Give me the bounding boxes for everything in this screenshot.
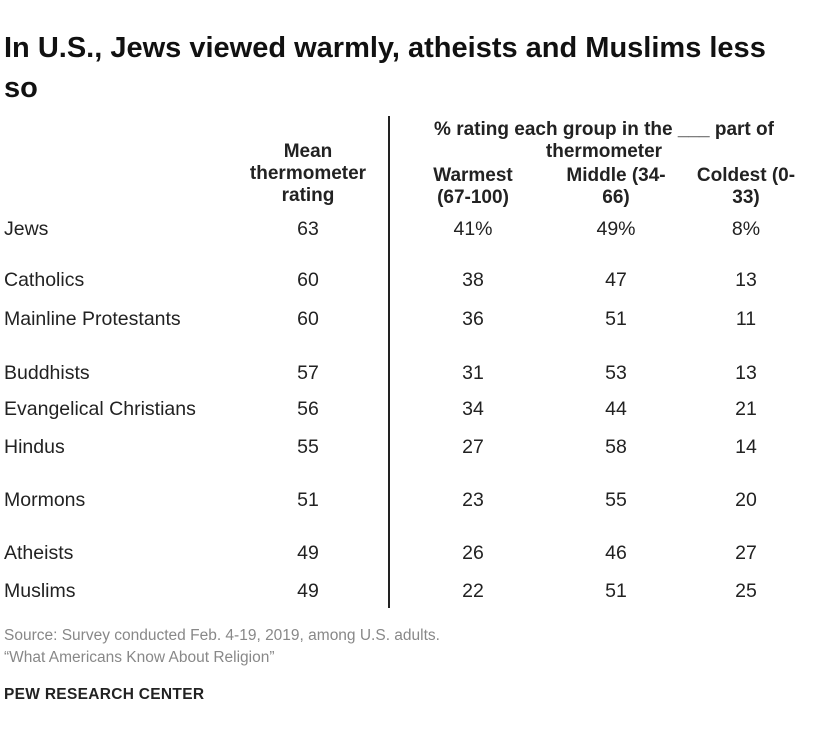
cell-middle: 51: [605, 308, 627, 330]
cell-mean: 49: [297, 580, 319, 602]
header-group: % rating each group in the ___ part of t…: [434, 119, 774, 162]
cell-coldest: 14: [735, 436, 757, 458]
brand-logo-text: PEW RESEARCH CENTER: [4, 686, 205, 703]
cell-warmest: 34: [462, 398, 484, 420]
header-warmest: Warmest (67-100): [433, 165, 513, 208]
column-divider: [388, 116, 390, 608]
row-label: Hindus: [4, 436, 65, 458]
cell-coldest: 13: [735, 269, 757, 291]
cell-middle: 46: [605, 542, 627, 564]
cell-coldest: 8%: [731, 218, 761, 240]
cell-coldest: 21: [735, 398, 757, 420]
row-label: Evangelical Christians: [4, 398, 196, 420]
cell-warmest: 38: [462, 269, 484, 291]
cell-warmest: 41%: [453, 218, 493, 240]
cell-coldest: 20: [735, 489, 757, 511]
cell-mean: 55: [297, 436, 319, 458]
row-label: Buddhists: [4, 362, 90, 384]
source-note: Source: Survey conducted Feb. 4-19, 2019…: [4, 625, 440, 669]
cell-mean: 63: [297, 218, 319, 240]
cell-warmest: 31: [462, 362, 484, 384]
cell-middle: 44: [605, 398, 627, 420]
cell-warmest: 23: [462, 489, 484, 511]
cell-middle: 55: [605, 489, 627, 511]
header-mean: Mean thermometer rating: [249, 141, 367, 206]
cell-coldest: 25: [735, 580, 757, 602]
cell-mean: 57: [297, 362, 319, 384]
cell-mean: 49: [297, 542, 319, 564]
row-label: Muslims: [4, 580, 76, 602]
chart-title: In U.S., Jews viewed warmly, atheists an…: [4, 32, 766, 104]
cell-middle: 47: [605, 269, 627, 291]
cell-middle: 49%: [596, 218, 636, 240]
cell-warmest: 22: [462, 580, 484, 602]
header-coldest: Coldest (0-33): [696, 165, 796, 208]
cell-middle: 58: [605, 436, 627, 458]
row-label: Catholics: [4, 269, 85, 291]
cell-warmest: 27: [462, 436, 484, 458]
header-middle: Middle (34-66): [566, 165, 666, 208]
cell-coldest: 11: [735, 308, 757, 330]
cell-mean: 60: [297, 308, 319, 330]
cell-coldest: 13: [735, 362, 757, 384]
cell-mean: 60: [297, 269, 319, 291]
row-label: Mormons: [4, 489, 86, 511]
row-label: Mainline Protestants: [4, 308, 181, 330]
source-line: Source: Survey conducted Feb. 4-19, 2019…: [4, 627, 440, 644]
cell-middle: 51: [605, 580, 627, 602]
cell-warmest: 36: [462, 308, 484, 330]
cell-mean: 56: [297, 398, 319, 420]
row-label: Atheists: [4, 542, 74, 564]
row-label: Jews: [4, 218, 49, 240]
cell-coldest: 27: [735, 542, 757, 564]
source-report: “What Americans Know About Religion”: [4, 649, 275, 666]
cell-middle: 53: [605, 362, 627, 384]
cell-mean: 51: [297, 489, 319, 511]
cell-warmest: 26: [462, 542, 484, 564]
